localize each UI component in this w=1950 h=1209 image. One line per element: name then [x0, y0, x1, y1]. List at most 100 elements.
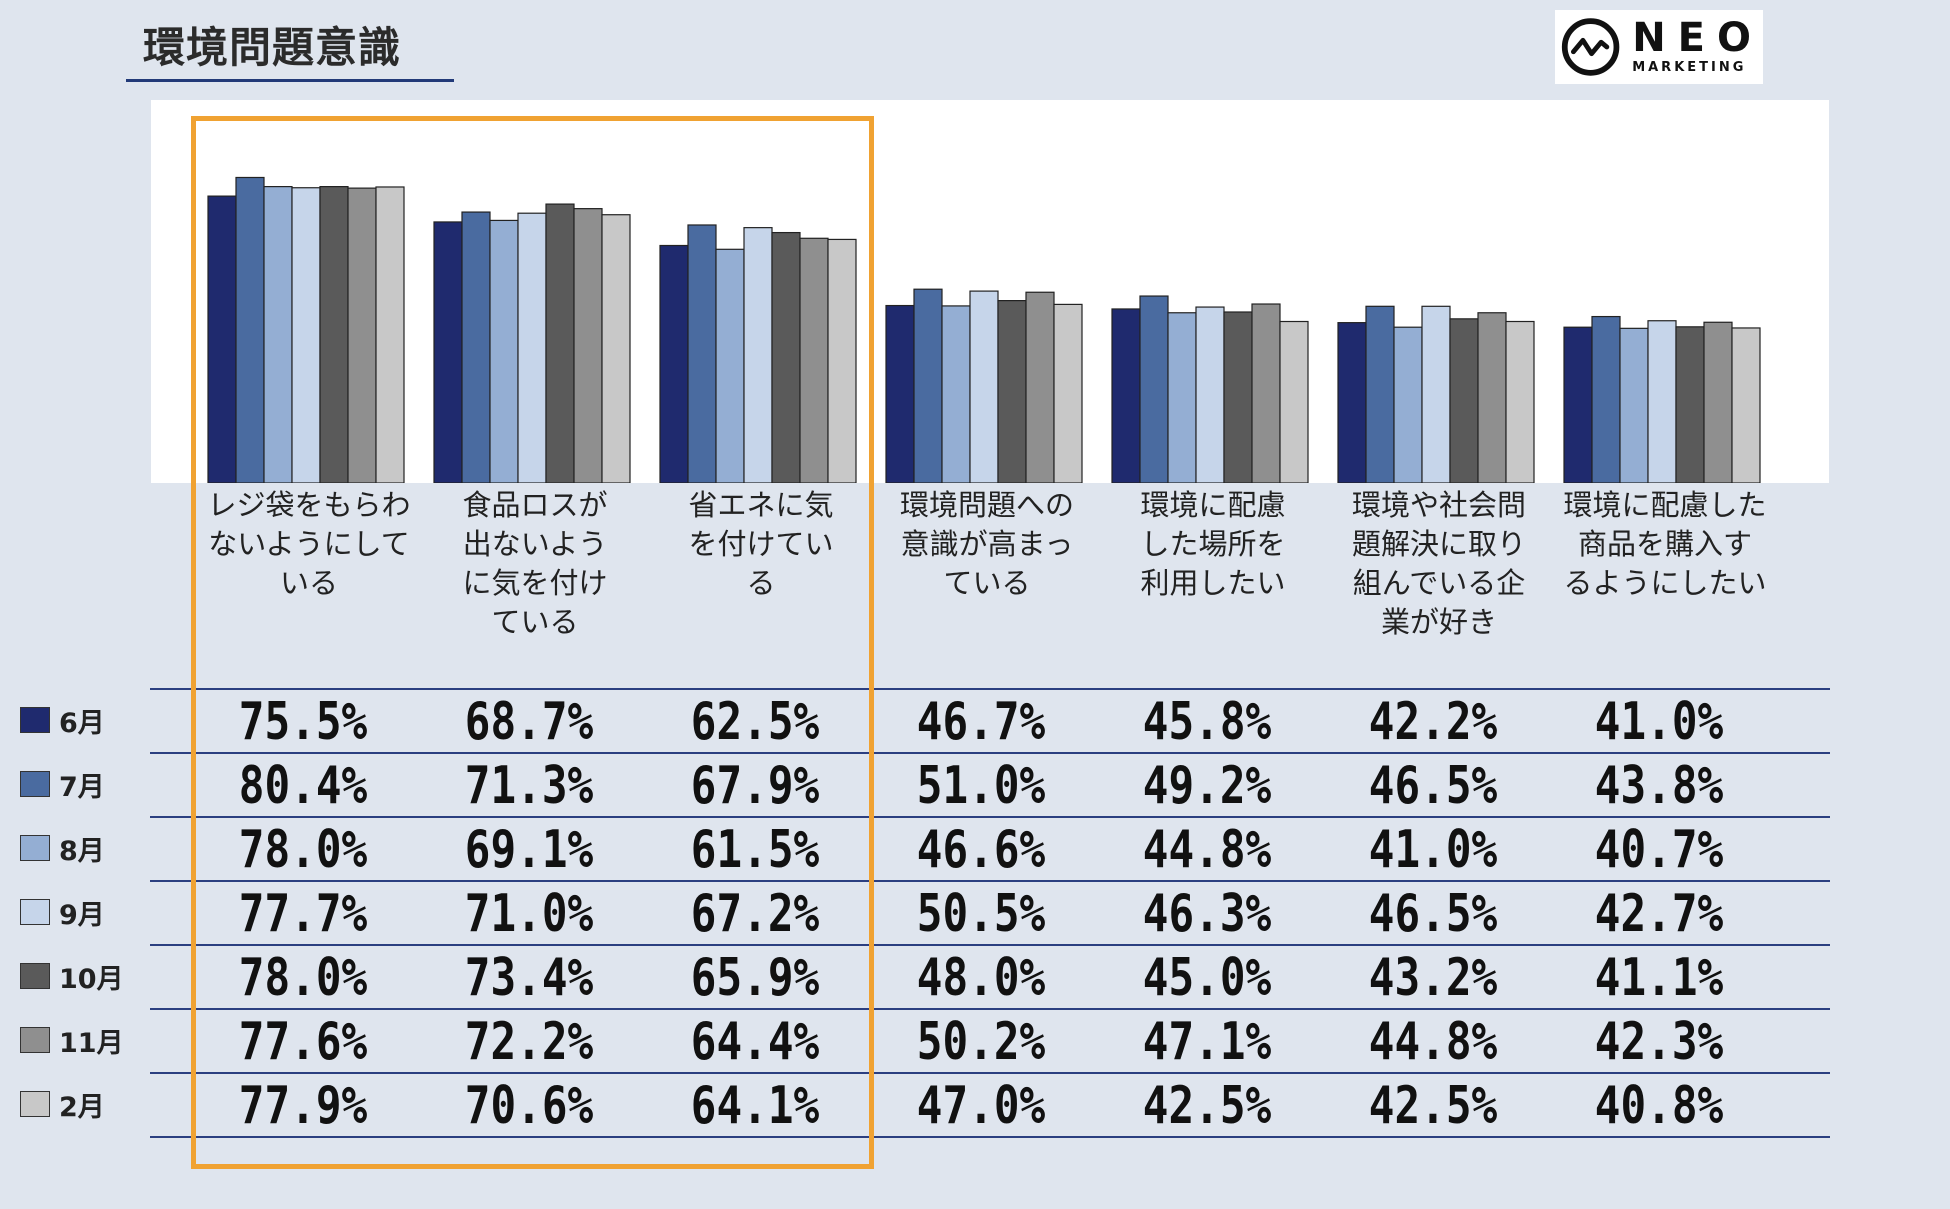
table-cell: 46.5%: [1368, 756, 1498, 816]
bar-7月-cat-3: [687, 224, 717, 483]
bar-2月-cat-3: [827, 238, 857, 483]
category-label-line: 環境や社会問: [1351, 488, 1526, 522]
bar-10月-cat-2: [545, 203, 575, 483]
table-divider: [150, 1008, 1830, 1010]
bar-6月-cat-3: [659, 244, 689, 483]
category-label-line: 環境に配慮した: [1563, 488, 1767, 522]
table-cell: 43.2%: [1368, 948, 1498, 1008]
legend-swatch: [20, 899, 50, 925]
table-cell: 41.1%: [1594, 948, 1724, 1008]
legend-swatch: [20, 1027, 50, 1053]
category-label-7: 環境に配慮した 商品を購入す るようにしたい: [1562, 486, 1768, 603]
bar-8月-cat-3: [715, 248, 745, 483]
bar-2月-cat-5: [1279, 320, 1309, 483]
table-cell: 46.5%: [1368, 884, 1498, 944]
logo-wordmark: NEO: [1632, 15, 1763, 61]
legend-label: 11月: [59, 1027, 124, 1059]
category-label-line: ている: [491, 605, 579, 639]
bar-9月-cat-6: [1421, 305, 1451, 483]
legend-item: 7月: [20, 764, 105, 804]
table-cell: 68.7%: [464, 692, 594, 752]
table-divider: [150, 816, 1830, 818]
category-label-line: ないようにして: [208, 527, 410, 561]
category-label-line: 商品を購入す: [1577, 527, 1752, 561]
table-cell: 42.3%: [1594, 1012, 1724, 1072]
logo-subtext: MARKETING: [1632, 60, 1747, 75]
bar-6月-cat-2: [433, 221, 463, 483]
category-label-line: いる: [279, 566, 338, 600]
bar-8月-cat-2: [489, 219, 519, 483]
legend-label: 7月: [59, 771, 105, 803]
table-cell: 77.7%: [238, 884, 368, 944]
bar-chart: [207, 176, 1761, 483]
table-cell: 48.0%: [916, 948, 1046, 1008]
bar-2月-cat-2: [601, 214, 631, 483]
category-label-line: 省エネに気: [688, 488, 834, 522]
table-cell: 71.3%: [464, 756, 594, 816]
table-cell: 78.0%: [238, 820, 368, 880]
bar-6月-cat-4: [885, 304, 915, 483]
bar-11月-cat-5: [1251, 303, 1281, 483]
table-cell: 80.4%: [238, 756, 368, 816]
legend-label: 6月: [59, 707, 105, 739]
bar-8月-cat-5: [1167, 312, 1197, 483]
table-cell: 61.5%: [690, 820, 820, 880]
table-cell: 64.4%: [690, 1012, 820, 1072]
bar-10月-cat-7: [1675, 326, 1705, 483]
table-cell: 46.7%: [916, 692, 1046, 752]
category-label-4: 環境問題への 意識が高まっ ている: [884, 486, 1090, 603]
table-cell: 69.1%: [464, 820, 594, 880]
table-divider: [150, 1136, 1830, 1138]
legend-swatch: [20, 1091, 50, 1117]
bar-8月-cat-4: [941, 305, 971, 483]
category-label-5: 環境に配慮 した場所を 利用したい: [1110, 486, 1316, 603]
bar-8月-cat-6: [1393, 326, 1423, 483]
table-cell: 77.9%: [238, 1076, 368, 1136]
category-label-line: レジ袋をもらわ: [207, 488, 411, 522]
bar-10月-cat-4: [997, 300, 1027, 483]
title-underline: [126, 79, 454, 82]
table-divider: [150, 1072, 1830, 1074]
table-cell: 47.1%: [1142, 1012, 1272, 1072]
table-cell: 50.5%: [916, 884, 1046, 944]
category-label-line: した場所を: [1140, 527, 1286, 561]
table-cell: 75.5%: [238, 692, 368, 752]
table-cell: 43.8%: [1594, 756, 1724, 816]
category-label-line: ている: [943, 566, 1031, 600]
page-title: 環境問題意識: [143, 23, 402, 72]
legend-item: 8月: [20, 828, 105, 868]
table-cell: 46.6%: [916, 820, 1046, 880]
table-cell: 50.2%: [916, 1012, 1046, 1072]
table-divider: [150, 752, 1830, 754]
table-cell: 47.0%: [916, 1076, 1046, 1136]
bar-7月-cat-7: [1591, 315, 1621, 483]
table-cell: 73.4%: [464, 948, 594, 1008]
bar-9月-cat-4: [969, 290, 999, 483]
neo-logo-icon: [1561, 18, 1620, 76]
table-cell: 62.5%: [690, 692, 820, 752]
bar-11月-cat-4: [1025, 291, 1055, 483]
table-cell: 70.6%: [464, 1076, 594, 1136]
table-cell: 67.9%: [690, 756, 820, 816]
plot-area: [151, 100, 1829, 483]
bar-9月-cat-3: [743, 227, 773, 483]
bar-11月-cat-1: [347, 187, 377, 483]
category-label-line: 出ないよう: [462, 527, 608, 561]
bar-6月-cat-5: [1111, 308, 1141, 483]
highlight-box: [191, 116, 874, 1169]
legend-item: 2月: [20, 1084, 105, 1124]
category-label-line: 環境に配慮: [1140, 488, 1286, 522]
bar-10月-cat-5: [1223, 311, 1253, 483]
category-label-line: 組んでいる企: [1352, 566, 1526, 600]
bar-6月-cat-6: [1337, 322, 1367, 483]
table-cell: 71.0%: [464, 884, 594, 944]
category-label-line: 意識が高まっ: [900, 527, 1074, 561]
table-cell: 44.8%: [1142, 820, 1272, 880]
table-cell: 41.0%: [1368, 820, 1498, 880]
table-cell: 42.7%: [1594, 884, 1724, 944]
neo-marketing-logo: NEO MARKETING: [1555, 10, 1763, 84]
legend-item: 9月: [20, 892, 105, 932]
table-cell: 41.0%: [1594, 692, 1724, 752]
table-cell: 40.8%: [1594, 1076, 1724, 1136]
bar-7月-cat-4: [913, 288, 943, 483]
